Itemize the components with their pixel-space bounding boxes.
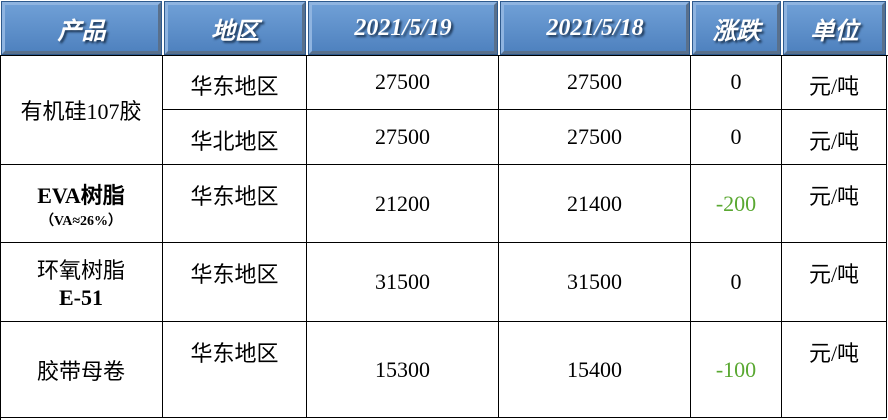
data-cell: 15400 (499, 322, 691, 418)
cell-text: 2021/5/18 (546, 14, 644, 41)
cell-text: （VA≈26%） (39, 213, 123, 229)
cell-text: 31500 (375, 269, 430, 294)
cell-text: 0 (730, 269, 742, 294)
cell-text: 元/吨 (808, 262, 860, 287)
cell-text: 0 (730, 69, 742, 94)
cell-text: 产品 (57, 18, 106, 45)
header-cell: 产品 (1, 1, 162, 55)
cell-text: -100 (715, 356, 757, 382)
cell-text: 21200 (375, 190, 430, 216)
product-cell: 有机硅107胶 (0, 55, 163, 165)
data-cell: 华东地区 (163, 55, 307, 110)
cell-text: 涨跌 (712, 18, 761, 45)
cell-text: 21400 (567, 190, 622, 216)
data-cell: 元/吨 (782, 110, 887, 165)
data-cell: 元/吨 (782, 55, 887, 110)
cell-text: 0 (730, 124, 742, 149)
cell-text: 元/吨 (808, 129, 860, 154)
data-cell: 元/吨 (782, 243, 887, 322)
cell-text: 华东地区 (190, 341, 279, 366)
cell-text: E-51 (59, 285, 103, 310)
product-cell: EVA树脂 （VA≈26%） (0, 165, 163, 243)
data-cell: 0 (691, 110, 782, 165)
data-cell: 21200 (307, 165, 499, 243)
data-cell: 元/吨 (782, 322, 887, 418)
table-border (0, 55, 888, 420)
data-cell: 31500 (499, 243, 691, 322)
data-cell: 27500 (307, 110, 499, 165)
cell-text: 27500 (375, 124, 430, 149)
cell-text: 元/吨 (808, 341, 860, 366)
data-cell: 华东地区 (163, 243, 307, 322)
cell-text: 环氧树脂 (36, 258, 125, 283)
cell-text: 元/吨 (808, 184, 860, 209)
data-cell: 15300 (307, 322, 499, 418)
cell-text: 27500 (375, 69, 430, 94)
cell-text: 元/吨 (808, 74, 860, 99)
cell-text: -200 (715, 190, 757, 216)
product-cell: 环氧树脂 E-51 (0, 243, 163, 322)
data-cell: -100 (691, 322, 782, 418)
data-cell: 31500 (307, 243, 499, 322)
cell-text: 胶带母卷 (36, 358, 125, 384)
cell-text: 15300 (375, 356, 430, 382)
data-cell: 0 (691, 55, 782, 110)
cell-text: 有机硅107胶 (20, 98, 142, 124)
data-cell: 27500 (307, 55, 499, 110)
cell-text: 27500 (567, 69, 622, 94)
cell-text: EVA树脂 (37, 182, 125, 208)
cell-text: 15400 (567, 356, 622, 382)
data-cell: 元/吨 (782, 165, 887, 243)
cell-text: 华东地区 (190, 74, 279, 99)
header-cell: 2021/5/19 (308, 1, 498, 55)
cell-text: 27500 (567, 124, 622, 149)
cell-text: 华东地区 (190, 262, 279, 287)
header-cell: 地区 (164, 1, 306, 55)
cell-text: 31500 (567, 269, 622, 294)
data-cell: 华北地区 (163, 110, 307, 165)
data-cell: 21400 (499, 165, 691, 243)
header-cell: 涨跌 (692, 1, 781, 55)
header-cell: 单位 (783, 1, 886, 55)
cell-text: 华东地区 (190, 184, 279, 209)
cell-text: 华北地区 (190, 129, 279, 154)
cell-text: 单位 (810, 18, 859, 45)
data-cell: 华东地区 (163, 165, 307, 243)
data-cell: 27500 (499, 110, 691, 165)
data-cell: 华东地区 (163, 322, 307, 418)
cell-text: 2021/5/19 (354, 14, 452, 41)
product-cell: 胶带母卷 (0, 322, 163, 418)
data-cell: 0 (691, 243, 782, 322)
cell-text: 地区 (211, 18, 259, 45)
header-cell: 2021/5/18 (500, 1, 690, 55)
data-cell: 27500 (499, 55, 691, 110)
data-cell: -200 (691, 165, 782, 243)
